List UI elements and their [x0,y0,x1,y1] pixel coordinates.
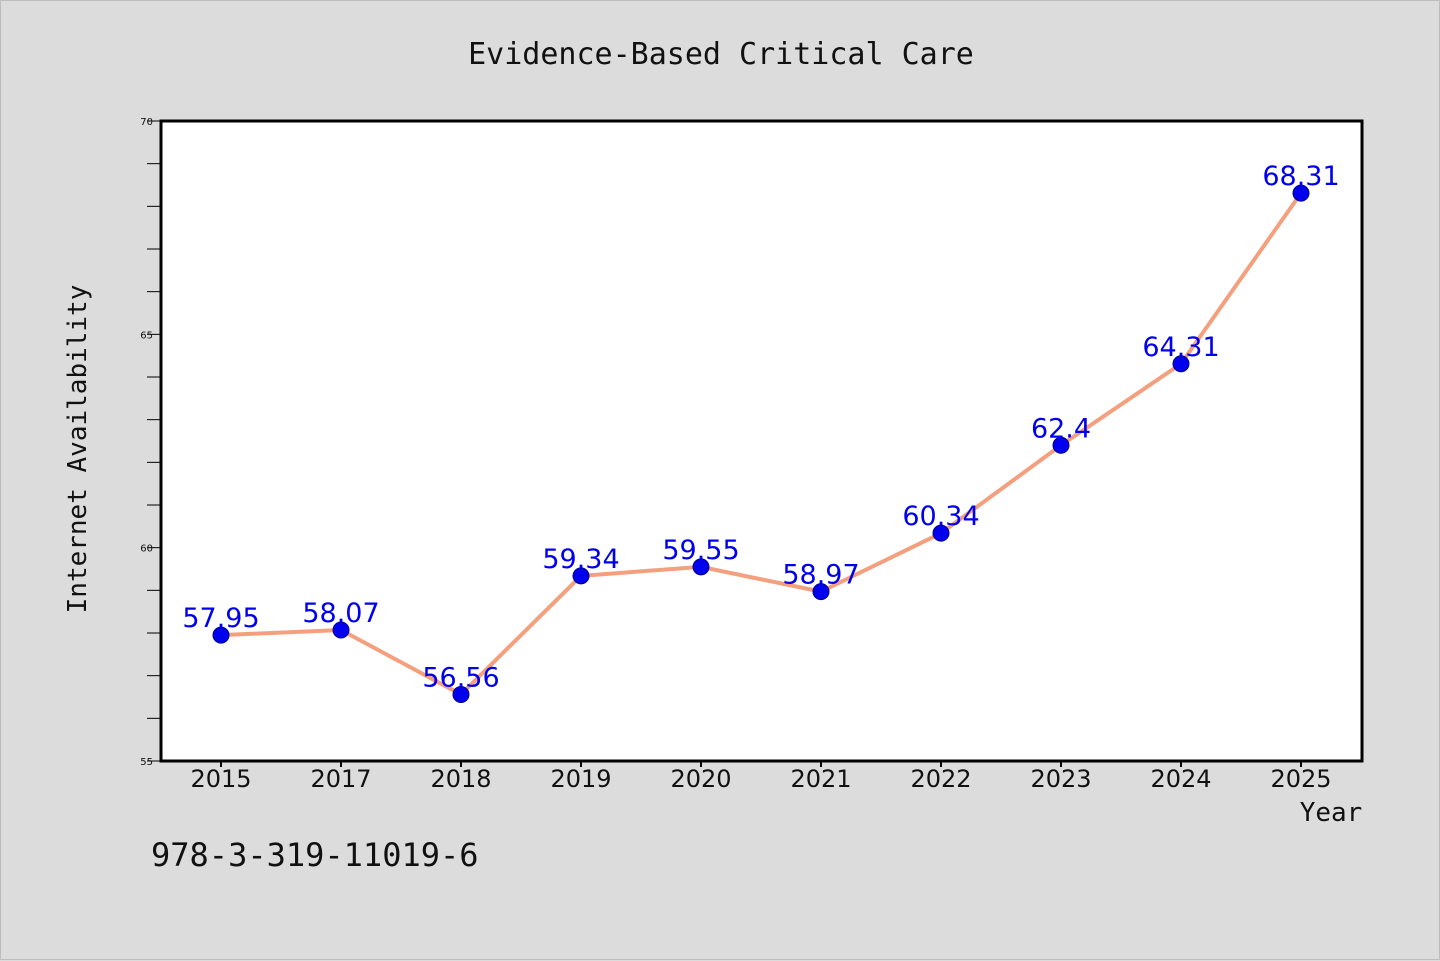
data-point [692,558,710,576]
data-label: 58.07 [302,598,379,629]
series-line [220,191,1303,697]
data-label: 59.34 [542,544,619,575]
data-label: 64.31 [1142,332,1219,363]
x-tick-label: 2025 [1270,765,1331,793]
x-tick-label: 2023 [1030,765,1091,793]
data-point [812,583,830,601]
x-tick-label: 2021 [790,765,851,793]
y-axis: 55 60 65 70 [140,117,161,768]
data-point [332,621,350,639]
data-label: 68.31 [1262,161,1339,192]
series-markers [212,184,1310,703]
data-label: 62.4 [1031,413,1091,444]
x-axis: 2015 2017 2018 2019 2020 2021 2022 2023 2024 2025 [190,761,1332,793]
data-labels: 57.95 58.07 56.56 59.34 59.55 58.97 60.34 62.4 6… [182,161,1339,693]
data-point [572,567,590,585]
x-tick-label: 2019 [550,765,611,793]
y-tick-label: 65 [140,330,153,341]
x-tick-label: 2020 [670,765,731,793]
data-label: 59.55 [662,535,739,566]
y-tick-label: 55 [140,757,153,768]
data-label: 60.34 [902,501,979,532]
y-axis-label: Internet Availability [63,285,93,614]
x-tick-label: 2024 [1150,765,1211,793]
x-tick-label: 2015 [190,765,251,793]
data-label: 58.97 [782,560,859,591]
isbn-footer: 978-3-319-11019-6 [151,836,479,874]
data-point [1052,436,1070,454]
data-point [932,524,950,542]
data-point [1292,184,1310,202]
y-tick-label: 70 [140,117,153,128]
y-tick-label: 60 [140,544,153,555]
x-tick-label: 2018 [430,765,491,793]
x-tick-label: 2022 [910,765,971,793]
data-point [212,626,230,644]
data-point [452,685,470,703]
x-tick-label: 2017 [310,765,371,793]
data-label: 56.56 [422,662,499,693]
data-label: 57.95 [182,603,259,634]
x-axis-label: Year [1300,798,1363,828]
plot-area [159,119,1364,763]
data-point [1172,355,1190,373]
chart-title: Evidence-Based Critical Care [468,37,974,72]
